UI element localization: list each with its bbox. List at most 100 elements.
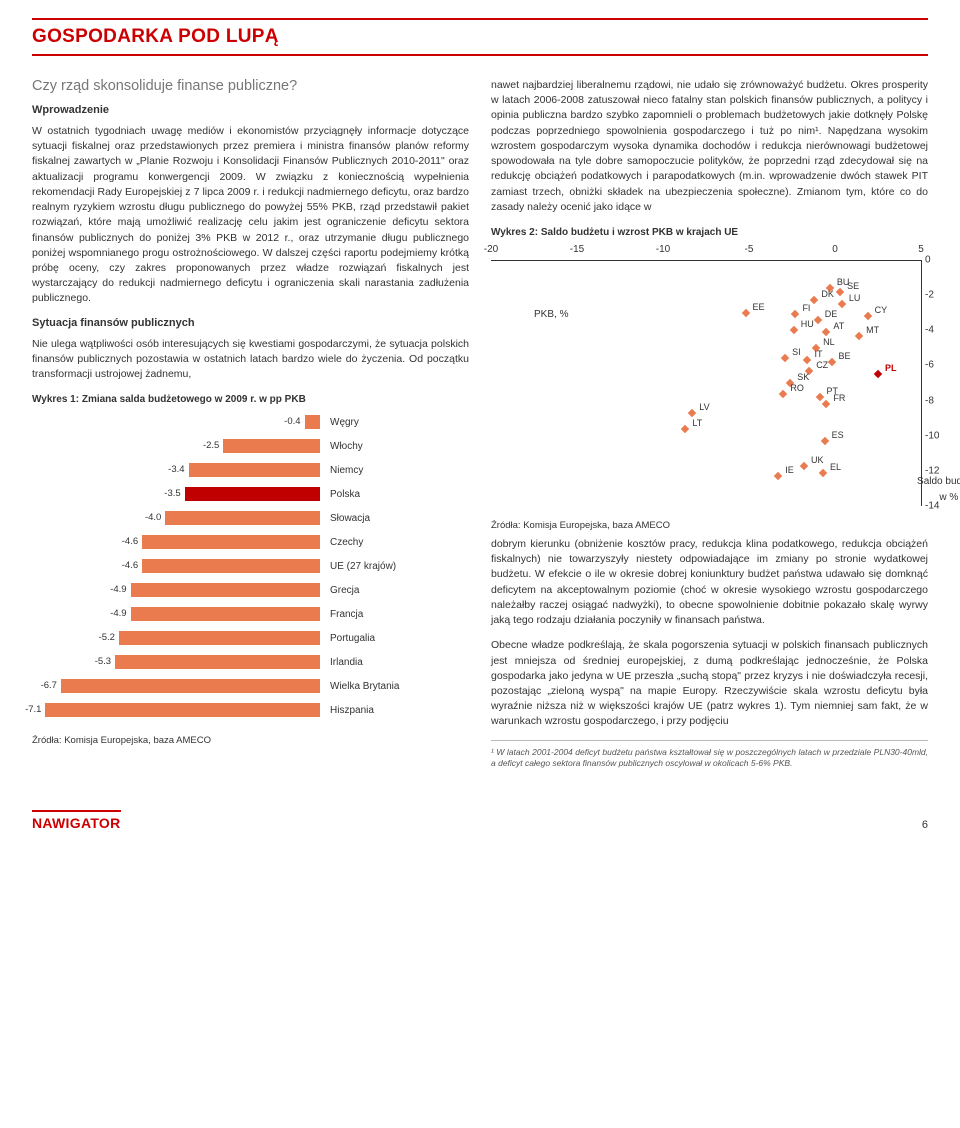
bar-row: -3.5Polska [32,483,469,505]
bar-label: Grecja [322,585,442,596]
bar-value: -2.5 [203,440,219,451]
scatter-point [822,400,830,408]
scatter-label: ES [832,430,844,440]
y-axis-label-1: Saldo budżetu [911,476,960,487]
two-column-layout: Czy rząd skonsoliduje finanse publiczne?… [32,78,928,770]
scatter-label: DE [825,309,838,319]
intro-heading: Wprowadzenie [32,104,469,116]
bar-row: -4.9 Francja [32,603,469,625]
scatter-label: FI [802,303,810,313]
bar-value: -5.2 [99,632,115,643]
scatter-label: HU [801,319,814,329]
bar-area: -5.3 [32,651,322,673]
footnote: ¹ W latach 2001-2004 deficyt budżetu pań… [491,740,928,770]
scatter-label: LU [849,293,861,303]
bar [165,511,320,525]
bar-label: Czechy [322,537,442,548]
bar-value: -6.7 [41,680,57,691]
bar-area: -5.2 [32,627,322,649]
bar [305,415,320,429]
bar-row: -5.3Irlandia [32,651,469,673]
scatter-point [800,461,808,469]
y-axis-line [921,260,922,506]
scatter-point [774,472,782,480]
scatter-point [819,468,827,476]
x-tick: -10 [656,244,670,255]
bar [45,703,320,717]
scatter-label: SI [792,347,801,357]
bar-label: Włochy [322,441,442,452]
scatter-label: IT [814,349,822,359]
bar-area: -4.6 [32,555,322,577]
x-tick: -5 [745,244,754,255]
chart1-title: Wykres 1: Zmiana salda budżetowego w 200… [32,394,469,405]
bar [131,607,320,621]
section-title: GOSPODARKA POD LUPĄ [32,26,928,48]
bar-row: -6.7Wielka Brytania [32,675,469,697]
scatter-label: SK [797,372,809,382]
bar-value: -5.3 [95,656,111,667]
scatter-label: FR [833,393,845,403]
bar [142,559,320,573]
bar-label: Portugalia [322,633,442,644]
x-tick: 0 [832,244,838,255]
bar-label: Niemcy [322,465,442,476]
scatter-point [781,354,789,362]
chart2-title: Wykres 2: Saldo budżetu i wzrost PKB w k… [491,227,928,238]
bar-area: -4.9 [32,603,322,625]
bar-value: -4.9 [110,584,126,595]
bar-value: -3.4 [168,464,184,475]
scatter-label: NL [823,337,835,347]
bar-row: -0.4Węgry [32,411,469,433]
scatter-label: EL [830,462,841,472]
bar-value: -4.0 [145,512,161,523]
bar-area: -3.5 [32,483,322,505]
bar [142,535,320,549]
section-header: GOSPODARKA POD LUPĄ [32,18,928,56]
bar-label: Słowacja [322,513,442,524]
page-footer: NAWIGATOR 6 [32,810,928,831]
scatter-label: EE [753,302,765,312]
page-number: 6 [922,819,928,831]
bar-row: -4.0 Słowacja [32,507,469,529]
bar-label: Węgry [322,417,442,428]
bar-label: Hiszpania [322,705,442,716]
bar [131,583,320,597]
scatter-point [815,393,823,401]
bar-area: -3.4 [32,459,322,481]
scatter-label: PL [885,363,897,373]
scatter-point [779,389,787,397]
bar-area: -6.7 [32,675,322,697]
x-tick: 5 [918,244,924,255]
bar-row: -7.1Hiszpania [32,699,469,721]
chart2-scatter-chart: -20-15-10-5050-2-4-6-8-10-12-14PKB, %Sal… [491,246,921,506]
bar-row: -4.9 Grecja [32,579,469,601]
scatter-label: DK [821,289,834,299]
x-axis-line [491,260,921,261]
bar [119,631,320,645]
scatter-label: RO [790,383,804,393]
right-p1: nawet najbardziej liberalnemu rządowi, n… [491,78,928,215]
y-axis-label-2: w % PKB [911,492,960,503]
right-p2: dobrym kierunku (obniżenie kosztów pracy… [491,537,928,628]
scatter-point [855,331,863,339]
bar-label: Francja [322,609,442,620]
bar-area: -7.1 [32,699,322,721]
chart1-bar-chart: -0.4Węgry-2.5Włochy-3.4Niemcy-3.5Polska-… [32,411,469,721]
scatter-point [827,358,835,366]
bar-label: Polska [322,489,442,500]
article-title: Czy rząd skonsoliduje finanse publiczne? [32,78,469,94]
bar [223,439,320,453]
bar-value: -4.9 [110,608,126,619]
bar-label: UE (27 krajów) [322,561,442,572]
scatter-label: UK [811,455,824,465]
scatter-point [803,356,811,364]
scatter-label: LT [692,418,702,428]
bar-value: -4.6 [122,536,138,547]
scatter-label: SE [847,281,859,291]
scatter-label: AT [833,321,844,331]
bar [185,487,320,501]
bar [189,463,320,477]
left-column: Czy rząd skonsoliduje finanse publiczne?… [32,78,469,770]
scatter-label: CY [875,305,888,315]
